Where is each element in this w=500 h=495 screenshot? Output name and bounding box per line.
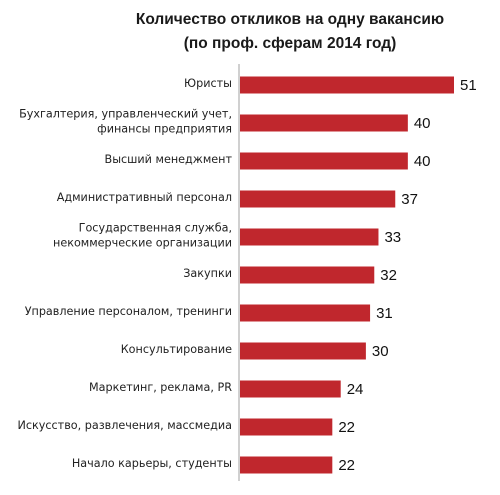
- data-label: 51: [460, 77, 477, 94]
- chart-title-line-2: (по проф. сферам 2014 год): [184, 35, 397, 52]
- bar: [240, 114, 408, 132]
- data-label: 37: [401, 191, 418, 208]
- data-label: 22: [338, 457, 355, 474]
- data-label: 30: [372, 343, 389, 360]
- bar: [240, 342, 366, 360]
- bar: [240, 418, 333, 436]
- bar: [240, 304, 371, 322]
- bar: [240, 76, 454, 94]
- data-label: 40: [414, 115, 431, 132]
- category-label: Государственная служба,: [79, 222, 232, 235]
- category-label: некоммерческие организации: [53, 237, 232, 250]
- bar: [240, 190, 396, 208]
- bar: [240, 456, 333, 474]
- category-label: финансы предприятия: [97, 123, 232, 136]
- bar: [240, 380, 341, 398]
- data-label: 31: [376, 305, 393, 322]
- data-label: 24: [347, 381, 364, 398]
- bar: [240, 152, 408, 170]
- data-label: 33: [384, 229, 401, 246]
- chart-title-line-1: Количество откликов на одну вакансию: [136, 11, 444, 28]
- category-label: Маркетинг, реклама, PR: [89, 381, 232, 394]
- bar: [240, 266, 375, 284]
- category-label: Начало карьеры, студенты: [72, 457, 232, 470]
- category-label: Высший менеджмент: [105, 153, 233, 166]
- data-label: 22: [338, 419, 355, 436]
- bar-group: 51 Юристы 40 Бухгалтерия, управленческий уч…: [17, 76, 477, 474]
- bar: [240, 228, 379, 246]
- data-label: 40: [414, 153, 431, 170]
- category-label: Искусство, развлечения, массмедиа: [17, 419, 232, 432]
- category-label: Юристы: [184, 77, 232, 90]
- category-label: Бухгалтерия, управленческий учет,: [19, 108, 232, 121]
- category-label: Управление персоналом, тренинги: [25, 305, 232, 318]
- category-label: Административный персонал: [57, 191, 232, 204]
- category-label: Консультирование: [121, 343, 232, 356]
- data-label: 32: [380, 267, 397, 284]
- category-label: Закупки: [183, 267, 232, 280]
